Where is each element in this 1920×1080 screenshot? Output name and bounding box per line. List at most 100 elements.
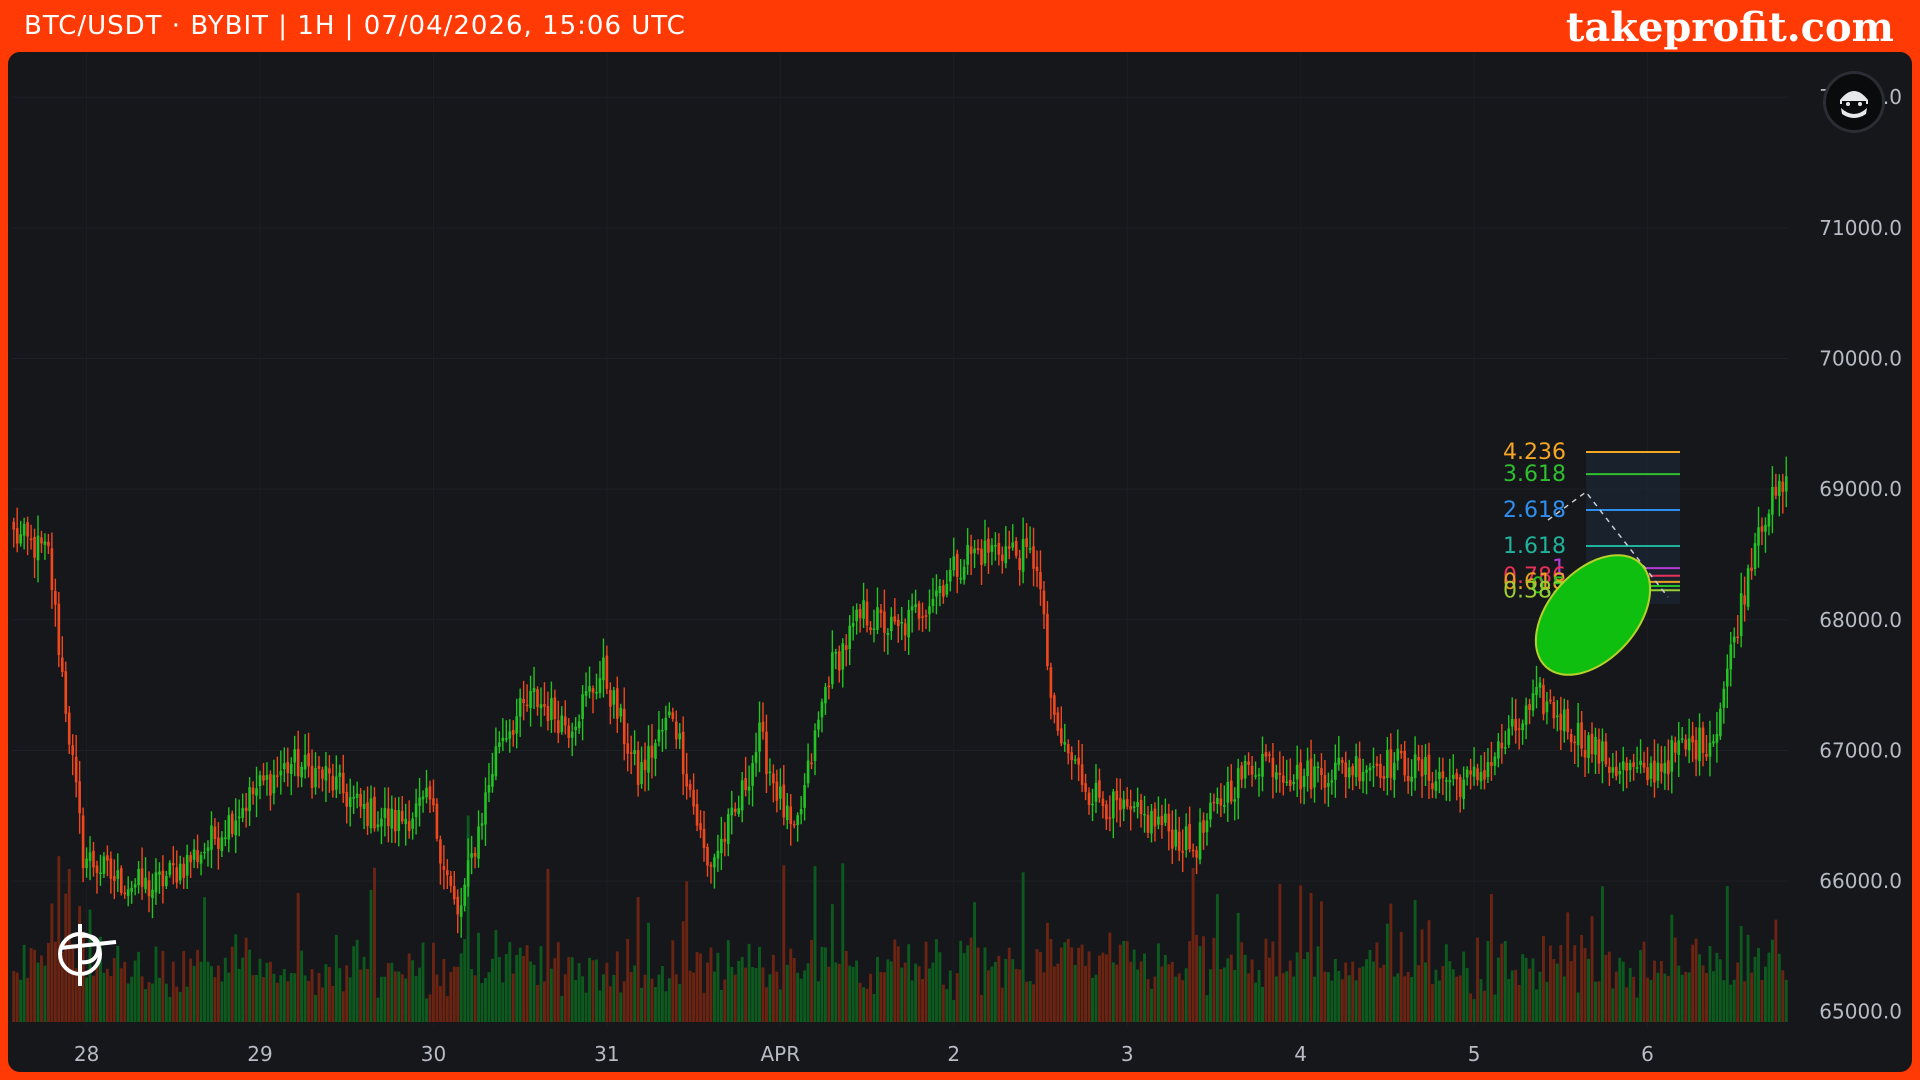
candle-body (1059, 728, 1063, 744)
volume-bar (29, 948, 33, 1022)
volume-bar (1455, 976, 1459, 1022)
candle-body (1628, 763, 1632, 770)
chart-panel[interactable]: 28293031APR2345672000.071000.070000.0690… (8, 52, 1912, 1072)
volume-bar (1732, 979, 1736, 1022)
volume-bar (411, 960, 415, 1022)
candle-body (678, 733, 682, 740)
volume-bar (827, 966, 831, 1022)
y-tick-label: 67000.0 (1819, 738, 1902, 762)
candle-body (1150, 811, 1153, 834)
volume-bar (1306, 952, 1310, 1022)
volume-bar (213, 977, 217, 1022)
volume-bar (1531, 958, 1535, 1022)
candle-body (1174, 829, 1178, 847)
volume-bar (373, 867, 376, 1022)
volume-bar (1652, 960, 1656, 1022)
volume-bar (1746, 934, 1750, 1022)
volume-bar (1118, 944, 1122, 1022)
candle-body (1205, 820, 1209, 833)
candle-body (428, 786, 432, 800)
volume-bar (1385, 923, 1389, 1022)
volume-bar (872, 993, 876, 1022)
volume-bar (1514, 969, 1518, 1022)
volume-bar (230, 946, 234, 1022)
candle-body (400, 810, 404, 822)
volume-bar (1035, 949, 1039, 1022)
volume-bar (352, 946, 356, 1022)
candle-body (692, 789, 695, 807)
volume-bar (931, 962, 935, 1022)
volume-bar (95, 965, 99, 1022)
candle-body (903, 623, 907, 636)
candle-body (636, 750, 640, 785)
volume-bar (258, 958, 262, 1022)
candle-body (1531, 693, 1535, 711)
candle-body (442, 866, 446, 870)
volume-bar (1639, 950, 1643, 1022)
candle-body (1667, 760, 1670, 775)
volume-bar (955, 973, 959, 1022)
candle-body (1042, 590, 1046, 615)
volume-bar (223, 957, 227, 1022)
candle-body (935, 590, 938, 597)
volume-bar (778, 989, 782, 1022)
candle-body (831, 652, 834, 685)
volume-bar (1330, 980, 1334, 1022)
volume-bar (164, 983, 168, 1022)
top-bar: BTC/USDT · BYBIT | 1H | 07/04/2026, 15:0… (0, 0, 1920, 52)
brand-logo-text[interactable]: takeprofit.com (1565, 4, 1894, 51)
volume-bar (1389, 903, 1393, 1022)
volume-bar (157, 977, 161, 1022)
volume-bar (296, 893, 300, 1022)
volume-bar (1417, 965, 1421, 1022)
candle-body (647, 746, 650, 773)
volume-bar (1573, 945, 1577, 1022)
candle-body (1642, 762, 1646, 768)
volume-bar (660, 966, 664, 1022)
candle-body (1451, 774, 1455, 779)
volume-bar (1722, 980, 1726, 1022)
fib-level-label: 1 (1552, 556, 1566, 581)
volume-bar (764, 987, 768, 1022)
candle-body (126, 889, 130, 897)
volume-bar (848, 965, 852, 1022)
candle-body (1295, 764, 1299, 780)
volume-bar (817, 981, 820, 1022)
candle-body (345, 791, 349, 807)
volume-bar (740, 956, 744, 1022)
candle-body (1549, 699, 1552, 702)
volume-bar (1767, 952, 1771, 1022)
volume-bar (785, 964, 789, 1022)
volume-bar (185, 986, 189, 1022)
ninja-avatar-icon[interactable] (1826, 74, 1882, 130)
volume-bar (1448, 961, 1452, 1022)
candle-body (1323, 775, 1327, 788)
candle-body (47, 541, 50, 547)
volume-bar (1510, 970, 1514, 1022)
candlestick-chart[interactable]: 28293031APR2345672000.071000.070000.0690… (8, 52, 1912, 1072)
candle-body (716, 850, 720, 859)
candle-body (890, 616, 893, 632)
candle-body (671, 712, 675, 720)
volume-bar (1555, 963, 1559, 1022)
volume-bar (376, 997, 380, 1022)
candle-body (1018, 557, 1021, 570)
volume-bar (844, 950, 848, 1022)
volume-bar (685, 881, 689, 1022)
candle-body (681, 731, 685, 775)
candle-body (539, 704, 543, 709)
volume-bar (1763, 966, 1767, 1022)
candle-body (1559, 713, 1563, 731)
volume-bar (1247, 973, 1251, 1022)
volume-bar (1344, 962, 1348, 1022)
candle-body (421, 796, 425, 800)
candle-body (446, 870, 449, 876)
candle-body (348, 797, 352, 807)
volume-bar (1503, 941, 1507, 1022)
candle-body (1094, 782, 1098, 802)
candle-body (494, 746, 498, 777)
volume-bar (1174, 976, 1178, 1022)
candle-body (588, 686, 591, 692)
candle-body (1535, 687, 1538, 695)
volume-bar (189, 958, 193, 1022)
